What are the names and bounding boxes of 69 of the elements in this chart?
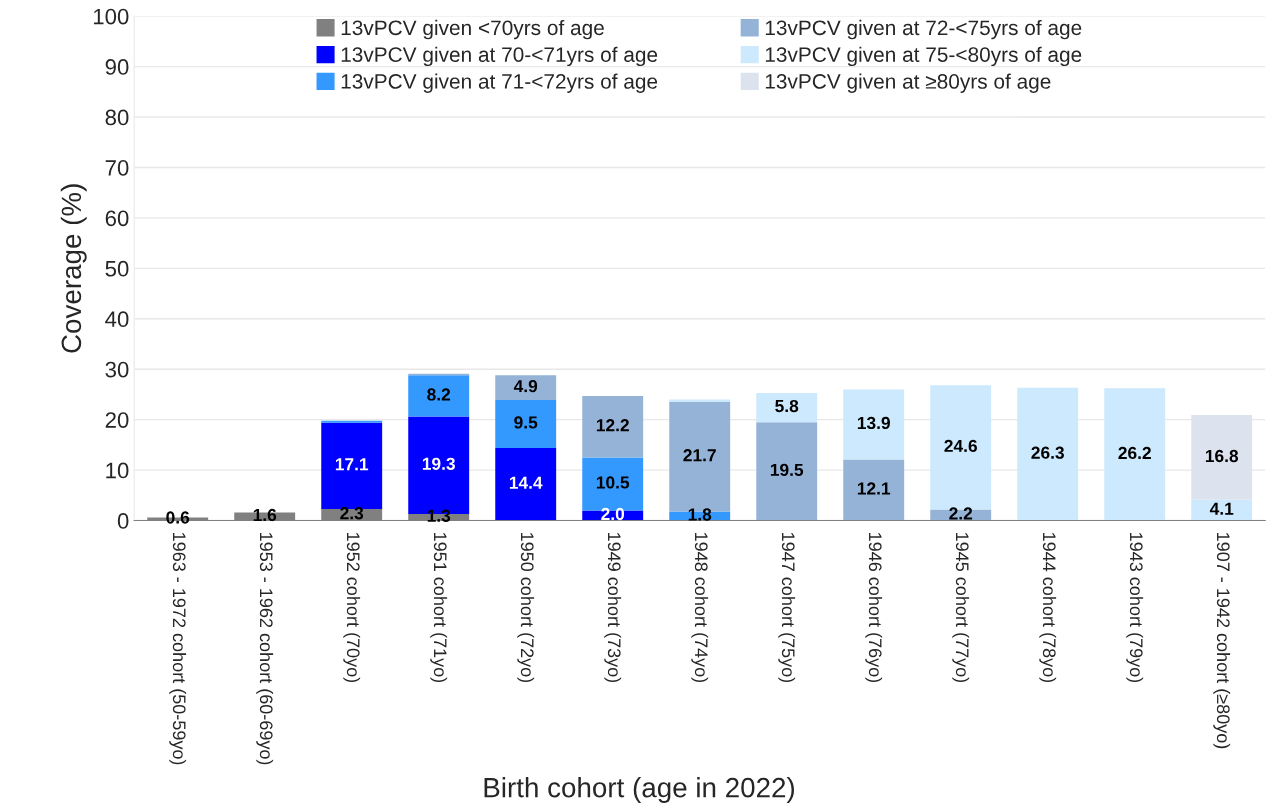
bar [321,420,383,423]
x-tick-label: 1949 cohort (73yo) [604,533,622,683]
data-label: 9.5 [514,416,538,429]
bar [408,375,470,417]
x-tick-label: 1945 cohort (77yo) [952,533,970,683]
y-axis-title: Coverage (%) [60,184,87,353]
data-label: 13.9 [857,416,890,430]
y-tick-label: 20 [105,412,129,428]
x-tick-label: 1947 cohort (75yo) [778,533,796,683]
y-tick-label: 60 [105,210,129,227]
data-label: 26.3 [1031,446,1064,459]
data-label: 1.6 [253,508,277,522]
x-tick-label: 1950 cohort (72yo) [517,533,535,683]
data-label: 21.7 [683,449,716,462]
bar [495,399,557,448]
bar [756,392,818,423]
x-tick-label: 1946 cohort (76yo) [865,533,883,683]
y-tick-label: 40 [105,311,129,328]
x-tick-label: 1943 cohort (79yo) [1126,533,1144,683]
y-tick-label: 0 [117,513,129,529]
legend-label: 13vPCV given at 72-<75yrs of age [765,19,1082,40]
legend-label: 13vPCV given <70yrs of age [341,19,604,40]
data-label: 2.0 [601,507,625,521]
data-label: 12.2 [596,419,629,432]
y-tick-label: 90 [105,59,129,75]
x-tick-label: 1944 cohort (78yo) [1039,533,1057,683]
bar [1104,388,1166,521]
legend-label: 13vPCV given at 71-<72yrs of age [341,73,658,93]
x-tick-label: 1951 cohort (71yo) [430,533,448,683]
bar [495,447,557,521]
data-label: 1.8 [688,508,712,521]
data-label: 10.5 [596,476,630,489]
data-label: 2.2 [949,507,973,520]
x-tick-label: 1907 - 1942 cohort (≥80yo) [1213,533,1231,749]
y-tick-label: 10 [106,462,129,479]
bar [1017,387,1079,521]
x-tick-label: 1952 cohort (70yo) [343,533,361,683]
data-label: 8.2 [427,388,451,401]
data-label: 24.6 [944,439,977,453]
y-tick-label: 50 [105,260,129,277]
bar [582,395,644,458]
data-label: 5.8 [775,399,799,413]
x-tick-label: 1948 cohort (74yo) [691,533,709,683]
bar [843,389,905,460]
legend-label: 13vPCV given at 75-<80yrs of age [765,46,1082,67]
legend-label: 13vPCV given at 70-<71yrs of age [341,46,658,67]
data-label: 12.1 [857,482,891,495]
bar [669,399,731,402]
bar [495,375,557,400]
legend-label: 13vPCV given at ≥80yrs of age [765,73,1051,93]
y-tick-label: 100 [93,8,129,25]
y-tick-label: 80 [105,109,129,126]
y-tick-label: 30 [105,361,129,378]
data-label: 4.9 [513,379,538,393]
data-label: 19.5 [770,463,804,476]
data-label: 4.1 [1209,502,1234,515]
x-tick-label: 1953 - 1962 cohort (60-69yo) [256,533,274,765]
data-label: 17.1 [335,458,369,471]
bar [321,422,383,509]
bar [756,422,818,521]
data-label: 19.3 [422,457,455,470]
data-label: 26.2 [1118,446,1151,460]
data-label: 14.4 [509,476,543,489]
data-label: 16.8 [1205,449,1239,463]
y-tick-label: 70 [105,159,129,176]
x-axis-title: Birth cohort (age in 2022) [484,777,795,803]
data-label: 2.3 [340,507,364,520]
bar [843,459,905,521]
x-tick-label: 1963 - 1972 cohort (50-59yo) [169,533,187,765]
